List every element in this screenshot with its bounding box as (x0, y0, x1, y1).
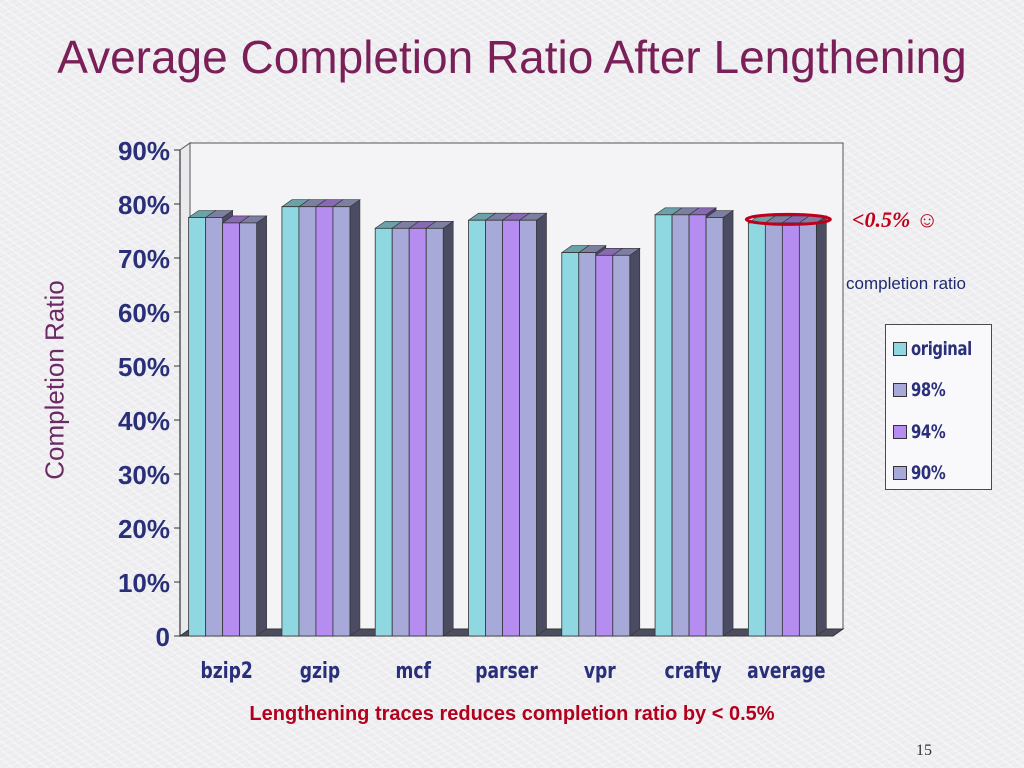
chart-legend: original 98% 94% 90% (885, 324, 992, 490)
bar-group (187, 199, 828, 637)
legend-label-98: 98% (911, 379, 946, 401)
bar-front (798, 222, 817, 637)
bar-front (688, 214, 707, 637)
bar-front (205, 217, 224, 637)
x-tick-label: mcf (395, 658, 431, 684)
bar-front (654, 214, 673, 637)
y-tick-label: 40% (118, 406, 170, 436)
annotation-subtext: completion ratio (846, 274, 967, 293)
bar-front (747, 222, 766, 637)
legend-item-original: original (893, 337, 989, 361)
bar-side (349, 199, 361, 637)
legend-swatch-90 (893, 466, 907, 480)
bottom-note: Lengthening traces reduces completion ra… (249, 703, 775, 725)
legend-swatch-original (893, 342, 907, 356)
bar-side (816, 215, 827, 637)
bar-front (408, 227, 427, 637)
bar-front (239, 222, 258, 637)
legend-item-94: 94% (893, 420, 955, 444)
y-tick-label: 80% (118, 190, 170, 220)
bar-side (629, 247, 641, 637)
page-number: 15 (916, 742, 932, 759)
legend-swatch-94 (893, 425, 907, 439)
y-axis-ticks: 0 10% 20% 30% 40% 50% 60% 70% 80% 90% (118, 136, 180, 652)
y-tick-label: 10% (118, 568, 170, 598)
bar-front (502, 219, 520, 637)
bar (238, 215, 268, 637)
bar-front (468, 219, 486, 637)
bar-front (671, 214, 690, 637)
legend-label-94: 94% (911, 421, 946, 443)
bar-front (781, 222, 800, 637)
y-tick-label: 90% (118, 136, 170, 166)
y-tick-label: 30% (118, 460, 170, 490)
bar-front (561, 252, 580, 637)
bar-side (722, 209, 734, 637)
bar-front (519, 219, 537, 637)
x-tick-label: crafty (665, 658, 722, 684)
bar-side (536, 212, 547, 637)
slide-title: Average Completion Ratio After Lengtheni… (57, 31, 967, 83)
bar-front (425, 227, 444, 637)
bar (705, 209, 735, 637)
average-highlight-ellipse (744, 212, 832, 226)
legend-swatch-98 (893, 383, 907, 397)
y-tick-label: 60% (118, 298, 170, 328)
bar (425, 220, 455, 637)
highlight-ellipse (744, 212, 832, 226)
bar-front (315, 206, 334, 637)
y-tick-label: 20% (118, 514, 170, 544)
bar-front (374, 227, 393, 637)
bar (331, 199, 361, 637)
bar-front (391, 227, 410, 637)
bar-front (281, 206, 300, 637)
legend-label-90: 90% (911, 462, 946, 484)
bar-front (298, 206, 317, 637)
bar-front (705, 217, 724, 637)
bar (798, 215, 828, 637)
x-tick-label: bzip2 (200, 658, 252, 684)
bar (518, 212, 548, 637)
legend-label-original: original (911, 338, 972, 360)
bar-side (256, 215, 267, 637)
x-tick-label: vpr (584, 658, 616, 684)
reduction-value: <0.5% (852, 207, 911, 232)
legend-item-98: 98% (893, 378, 955, 402)
y-tick-label: 70% (118, 244, 170, 274)
bar-front (222, 222, 241, 637)
x-tick-label: parser (475, 658, 538, 684)
y-tick-label: 50% (118, 352, 170, 382)
bar-front (188, 217, 207, 637)
legend-item-90: 90% (893, 461, 955, 485)
bar-front (595, 254, 614, 637)
x-tick-label: average (747, 658, 825, 684)
bar-front (764, 222, 783, 637)
bar-front (612, 254, 631, 637)
x-axis-ticks: bzip2 gzip mcf parser vpr crafty average (200, 658, 825, 684)
bar-front (332, 206, 351, 637)
smiley-icon: ☺ (915, 207, 939, 232)
bar-side (442, 220, 454, 637)
bar (611, 247, 641, 637)
bar-front (485, 219, 503, 637)
reduction-annotation: <0.5% ☺ (852, 207, 938, 233)
y-tick-label: 0 (156, 622, 170, 652)
x-tick-label: gzip (300, 658, 340, 684)
bar-front (578, 252, 597, 637)
